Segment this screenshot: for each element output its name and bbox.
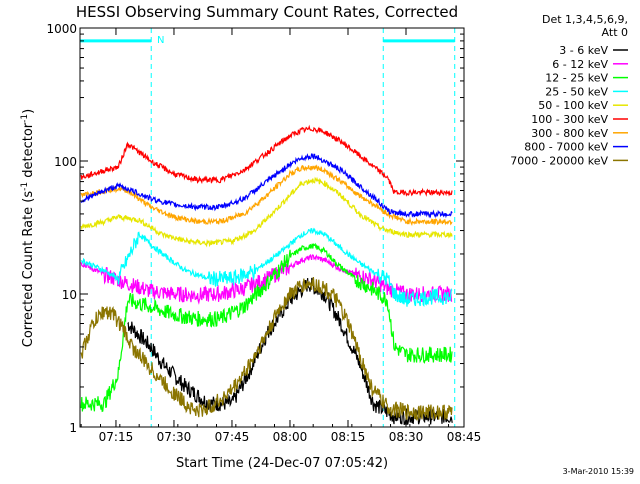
y-axis-label-part1: Corrected Count Rate (s [21,191,36,348]
legend-header-line1: Det 1,3,4,5,6,9, [542,13,628,26]
y-axis-label-part3: ) [21,109,36,114]
x-tick-label: 07:30 [157,430,192,444]
chart-title: HESSI Observing Summary Count Rates, Cor… [76,3,458,21]
footer-date: 3-Mar-2010 15:39 [563,467,634,476]
series-line-6 [80,164,453,226]
y-axis-label-sup2: -1 [20,114,30,123]
series-line-2 [80,242,453,413]
y-tick-label: 10 [62,288,77,302]
legend-label-4: 50 - 100 keV [538,99,608,112]
y-tick-label: 1000 [46,22,77,36]
legend-label-5: 100 - 300 keV [531,113,608,126]
x-tick-label: 08:30 [389,430,424,444]
series-line-5 [80,124,453,197]
series-lines [80,124,453,426]
y-axis-label-sup1: -1 [20,182,30,191]
series-line-3 [80,227,453,308]
y-axis-label-part2: detector [21,122,36,182]
x-tick-label: 08:15 [331,430,366,444]
x-tick-label: 08:45 [447,430,482,444]
legend-label-0: 3 - 6 keV [559,44,608,57]
legend-label-7: 800 - 7000 keV [524,141,608,154]
plot-frame [79,27,465,428]
legend-label-8: 7000 - 20000 keV [510,154,608,167]
x-tick-label: 07:15 [99,430,134,444]
legend-label-1: 6 - 12 keV [552,58,608,71]
y-tick-label: 100 [54,155,77,169]
x-axis-label: Start Time (24-Dec-07 07:05:42) [176,456,388,471]
x-tick-label: 07:45 [215,430,250,444]
series-line-7 [80,153,453,219]
legend-header-line2: Att 0 [602,26,628,39]
series-line-4 [80,176,453,248]
axes: 07:15 07:30 07:45 08:00 08:15 08:30 08:45 1 10 10… [46,22,481,444]
legend-label-3: 25 - 50 keV [545,85,608,98]
y-axis-label: Corrected Count Rate (s-1 detector-1) [20,109,36,347]
night-flag-label: N [157,35,164,46]
series-line-8 [80,277,453,422]
legend-label-6: 300 - 800 keV [531,127,608,140]
x-tick-label: 08:00 [273,430,308,444]
y-tick-label: 1 [69,421,77,435]
legend-label-2: 12 - 25 keV [545,72,608,85]
